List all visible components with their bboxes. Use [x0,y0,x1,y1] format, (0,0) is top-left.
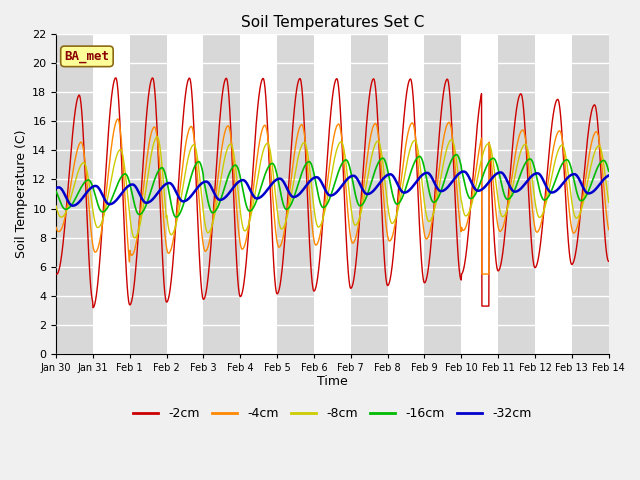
X-axis label: Time: Time [317,374,348,387]
Bar [314,34,351,354]
Bar [609,34,640,354]
Bar [166,34,204,354]
Bar [204,34,240,354]
Text: BA_met: BA_met [65,50,109,63]
Bar [93,34,130,354]
Bar [461,34,498,354]
Bar [351,34,388,354]
Bar [498,34,535,354]
Bar [572,34,609,354]
Bar [277,34,314,354]
Title: Soil Temperatures Set C: Soil Temperatures Set C [241,15,424,30]
Bar [240,34,277,354]
Bar [388,34,424,354]
Bar [56,34,93,354]
Bar [424,34,461,354]
Y-axis label: Soil Temperature (C): Soil Temperature (C) [15,130,28,258]
Bar [535,34,572,354]
Legend: -2cm, -4cm, -8cm, -16cm, -32cm: -2cm, -4cm, -8cm, -16cm, -32cm [128,402,536,425]
Bar [130,34,166,354]
